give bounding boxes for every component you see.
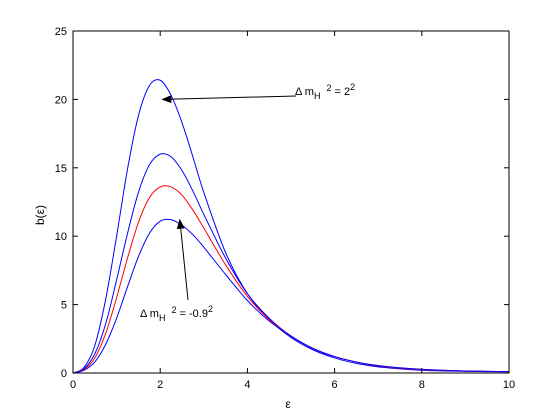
x-tick-label: 8 [419,379,425,391]
x-tick-label: 4 [244,379,250,391]
annotation-label-1: Δ mH2 = 22 [295,82,355,101]
x-tick-label: 0 [70,379,76,391]
x-tick-label: 6 [332,379,338,391]
x-tick-label: 2 [157,379,163,391]
x-axis-label: ε [285,397,291,411]
y-tick-label: 15 [55,163,67,175]
plot-area [72,30,510,374]
y-tick-label: 0 [61,368,67,380]
y-tick-label: 10 [55,231,67,243]
series-line-1 [72,79,510,374]
y-tick-label: 20 [55,94,67,106]
y-tick-label: 5 [61,300,67,312]
series-line-4 [72,218,510,374]
x-tick-label: 10 [503,379,515,391]
annotation-arrow-2 [176,218,189,301]
y-axis-label: b(ε) [33,205,47,225]
y-tick-label: 25 [55,26,67,38]
annotation-label-2: Δ mH2 = -0.92 [140,304,213,323]
annotation-arrow-1 [161,95,297,104]
